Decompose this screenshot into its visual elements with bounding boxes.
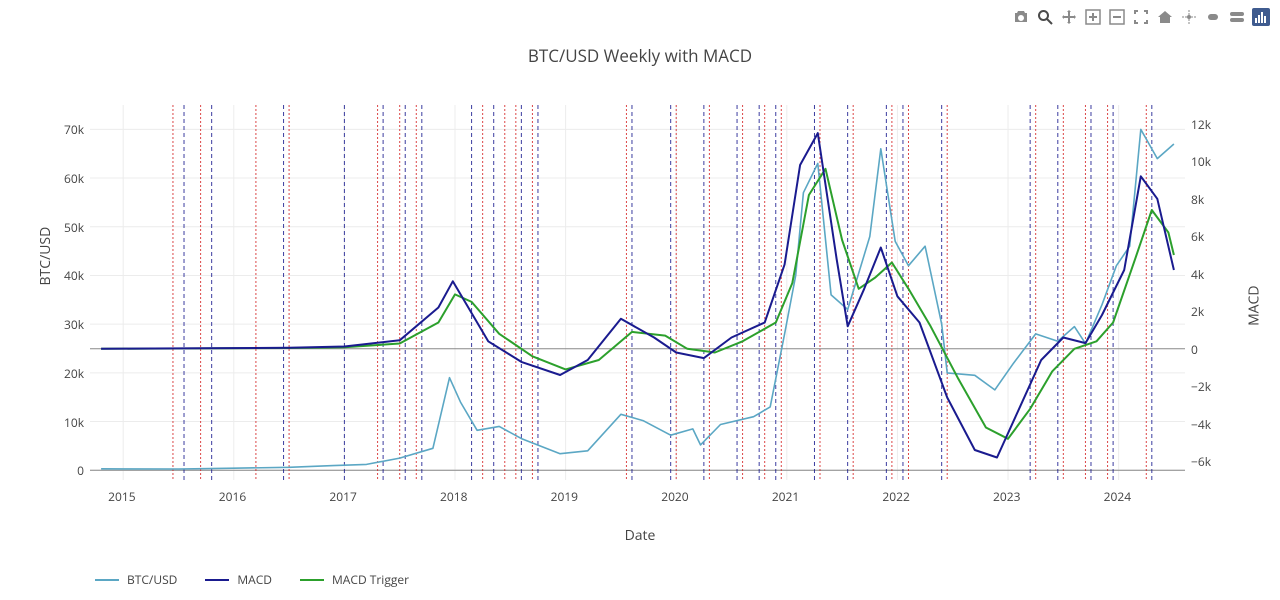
y-right-tick: 0 (1191, 341, 1198, 358)
y-left-tick: 10k (64, 414, 84, 431)
y-right-tick: −2k (1191, 378, 1211, 395)
legend-label: MACD (237, 571, 272, 588)
x-tick: 2022 (882, 488, 909, 505)
pan-icon[interactable] (1060, 8, 1078, 26)
legend-swatch (95, 579, 119, 581)
plot-toolbar (1012, 8, 1270, 26)
x-tick: 2021 (772, 488, 799, 505)
x-axis-label: Date (0, 526, 1280, 545)
y-right-tick: 12k (1191, 116, 1211, 133)
legend-label: BTC/USD (127, 571, 177, 588)
y-right-tick: 4k (1191, 266, 1204, 283)
y-axis-left-label: BTC/USD (36, 227, 55, 286)
x-tick: 2020 (661, 488, 688, 505)
y-right-tick: 10k (1191, 153, 1211, 170)
chart-svg (90, 105, 1185, 480)
x-tick: 2015 (108, 488, 135, 505)
chart-title: BTC/USD Weekly with MACD (0, 44, 1280, 67)
y-left-tick: 20k (64, 365, 84, 382)
y-right-tick: −6k (1191, 453, 1211, 470)
zoom-icon[interactable] (1036, 8, 1054, 26)
x-tick: 2016 (219, 488, 246, 505)
legend-item[interactable]: BTC/USD (95, 571, 177, 588)
y-left-tick: 0 (77, 462, 84, 479)
legend-item[interactable]: MACD Trigger (300, 571, 409, 588)
spike-icon[interactable] (1180, 8, 1198, 26)
x-tick: 2019 (551, 488, 578, 505)
legend-swatch (205, 579, 229, 581)
y-left-tick: 60k (64, 170, 84, 187)
zoom-out-icon[interactable] (1108, 8, 1126, 26)
hover-compare-icon[interactable] (1228, 8, 1246, 26)
plot-area[interactable] (90, 105, 1185, 480)
x-tick: 2017 (329, 488, 356, 505)
y-axis-right-label: MACD (1244, 286, 1263, 326)
y-right-tick: −4k (1191, 416, 1211, 433)
autoscale-icon[interactable] (1132, 8, 1150, 26)
x-tick: 2023 (993, 488, 1020, 505)
legend-item[interactable]: MACD (205, 571, 272, 588)
y-right-tick: 8k (1191, 191, 1204, 208)
legend: BTC/USD MACD MACD Trigger (95, 571, 409, 588)
y-left-tick: 50k (64, 219, 84, 236)
legend-swatch (300, 579, 324, 581)
zoom-in-icon[interactable] (1084, 8, 1102, 26)
y-right-tick: 2k (1191, 303, 1204, 320)
home-icon[interactable] (1156, 8, 1174, 26)
x-tick: 2018 (440, 488, 467, 505)
camera-icon[interactable] (1012, 8, 1030, 26)
y-left-tick: 40k (64, 267, 84, 284)
plotly-logo-icon[interactable] (1252, 8, 1270, 26)
hover-closest-icon[interactable] (1204, 8, 1222, 26)
x-tick: 2024 (1104, 488, 1131, 505)
y-left-tick: 30k (64, 316, 84, 333)
legend-label: MACD Trigger (332, 571, 409, 588)
y-left-tick: 70k (64, 121, 84, 138)
y-right-tick: 6k (1191, 228, 1204, 245)
